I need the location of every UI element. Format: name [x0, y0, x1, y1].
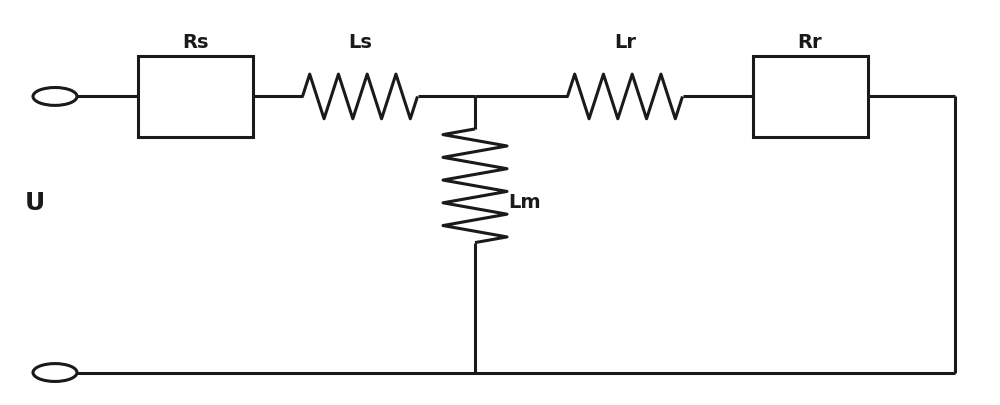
- Text: U: U: [25, 190, 45, 215]
- Text: Ls: Ls: [348, 33, 372, 52]
- Text: Lr: Lr: [614, 33, 636, 52]
- Text: Rr: Rr: [798, 33, 822, 52]
- Bar: [753, 57, 868, 138]
- Text: Lm: Lm: [509, 193, 541, 212]
- Text: Rs: Rs: [182, 33, 208, 52]
- Bar: [138, 57, 252, 138]
